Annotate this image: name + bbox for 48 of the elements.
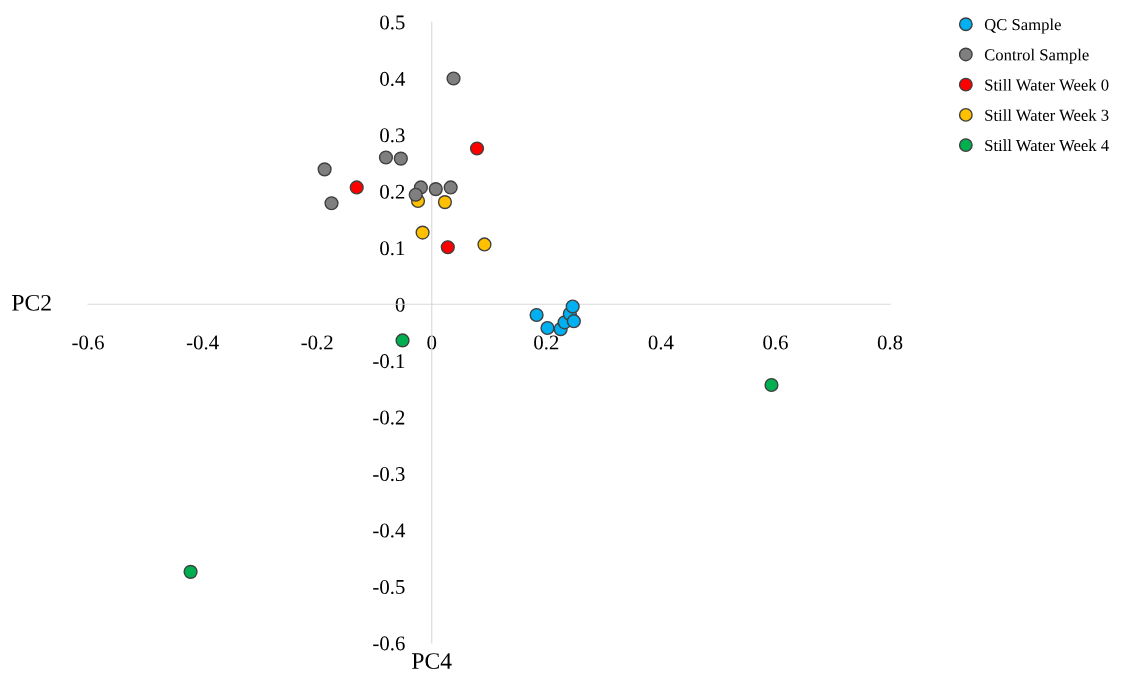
y-tick-label: 0.5 [380, 15, 405, 30]
x-axis-title: PC4 [412, 653, 452, 670]
point [446, 71, 461, 86]
point [183, 564, 198, 579]
y-tick-label: -0.6 [373, 636, 405, 651]
point [469, 141, 485, 156]
point [393, 151, 408, 166]
point [566, 314, 581, 329]
point [764, 377, 779, 393]
point [395, 333, 410, 348]
legend-label: Still Water Week 0 [985, 78, 1109, 91]
point [529, 307, 544, 323]
y-tick-label: -0.1 [373, 354, 405, 369]
y-axis-title: PC2 [12, 294, 51, 311]
legend-label: QC Sample [984, 18, 1061, 34]
point [378, 150, 394, 165]
y-tick-label: -0.3 [373, 467, 405, 482]
point [428, 182, 443, 197]
point [415, 225, 430, 240]
legend-label: Control Sample [984, 48, 1089, 64]
y-tick-label: 0 [395, 297, 405, 312]
point [540, 320, 555, 336]
x-tick-label: 0.4 [648, 335, 674, 350]
y-tick-label: 0.1 [380, 241, 405, 256]
point [477, 237, 492, 252]
x-tick-label: -0.4 [186, 335, 219, 350]
point [408, 187, 423, 202]
x-tick-label: 0 [427, 335, 437, 350]
point [324, 196, 339, 211]
point [565, 299, 580, 314]
x-tick-label: 0.2 [534, 335, 559, 350]
point [317, 162, 332, 177]
y-tick-label: 0.2 [380, 184, 405, 199]
point [349, 180, 364, 195]
point [443, 180, 458, 195]
x-tick-label: 0.8 [877, 335, 903, 350]
point [437, 195, 453, 210]
x-tick-label: -0.6 [72, 335, 104, 350]
x-tick-label: -0.2 [301, 335, 333, 350]
y-tick-label: -0.2 [373, 410, 405, 425]
point [440, 240, 455, 255]
legend-label: Still Water Week 4 [985, 139, 1109, 152]
legend-label: Still Water Week 3 [985, 109, 1109, 121]
y-tick-label: -0.4 [373, 523, 406, 538]
y-tick-label: 0.4 [380, 71, 406, 86]
x-tick-label: 0.6 [763, 335, 788, 350]
y-tick-label: 0.3 [380, 128, 405, 143]
y-tick-label: -0.5 [373, 579, 405, 595]
